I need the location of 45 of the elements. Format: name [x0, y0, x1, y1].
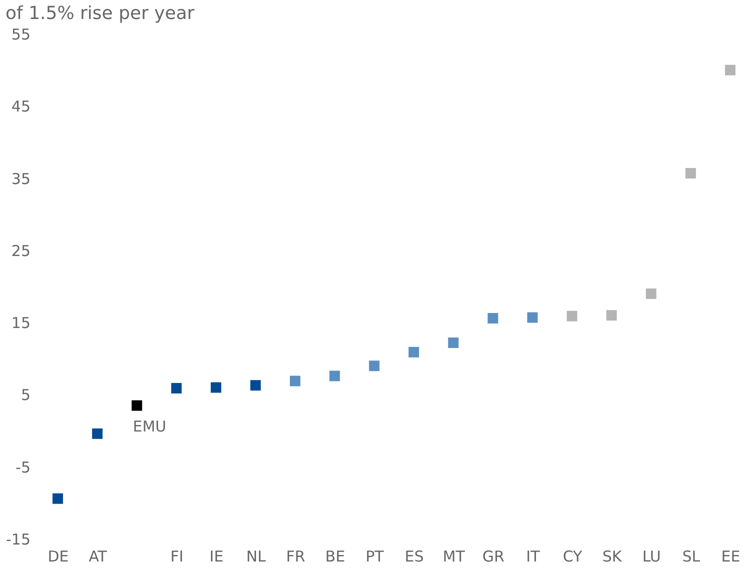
y-tick-label: 25	[11, 242, 30, 260]
x-tick-label: NL	[246, 548, 266, 566]
point	[329, 370, 340, 382]
y-tick-label: 5	[20, 386, 30, 404]
point	[685, 168, 696, 178]
x-tick-label: SL	[682, 548, 701, 566]
x-tick-label: DE	[48, 548, 69, 566]
point	[52, 493, 64, 504]
point	[250, 380, 261, 391]
point	[606, 310, 617, 321]
x-tick-label: AT	[88, 548, 108, 566]
x-tick-label: MT	[442, 548, 466, 566]
x-tick-label: EE	[721, 548, 740, 566]
x-tick-label: IT	[526, 548, 541, 566]
point	[724, 64, 736, 76]
x-tick-label: FR	[286, 548, 306, 566]
y-tick-label: 55	[11, 26, 30, 44]
point	[290, 376, 300, 386]
x-tick-label: PT	[366, 548, 385, 566]
x-tick-label: LU	[642, 548, 661, 566]
x-tick-label: FI	[170, 548, 184, 566]
series-label: EMU	[132, 418, 166, 436]
point	[646, 288, 656, 299]
chart-title: of 1.5% rise per year	[6, 3, 195, 24]
point	[527, 312, 538, 323]
point	[171, 382, 182, 394]
y-tick-label: 45	[11, 98, 30, 116]
point	[132, 400, 142, 411]
x-tick-label: SK	[602, 548, 623, 566]
x-tick-label: CY	[562, 548, 584, 566]
point	[92, 428, 103, 439]
point	[448, 338, 459, 348]
x-tick-label: GR	[482, 548, 504, 566]
point	[368, 360, 380, 372]
y-tick-label: -5	[16, 458, 30, 476]
y-tick-label: 15	[11, 314, 30, 332]
point	[210, 382, 222, 393]
x-tick-label: IE	[210, 548, 224, 566]
point	[566, 310, 578, 322]
y-tick-label: -15	[6, 530, 30, 548]
x-tick-label: BE	[325, 548, 346, 566]
point	[408, 346, 420, 358]
point	[488, 313, 498, 324]
y-tick-label: 35	[11, 170, 30, 188]
x-tick-label: ES	[404, 548, 424, 566]
